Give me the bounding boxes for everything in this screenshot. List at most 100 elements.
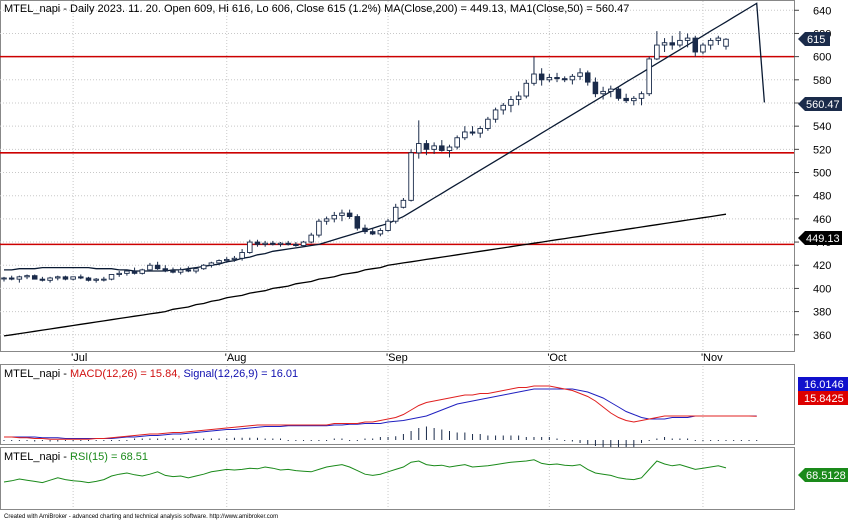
candle-body — [377, 230, 384, 235]
candle-body — [331, 214, 338, 220]
date-x-axis: 'Jul 'Aug 'Sep 'Oct 'Nov — [71, 352, 723, 364]
horizontal-levels — [0, 55, 794, 246]
candle-body — [247, 241, 253, 253]
candle-body — [385, 220, 391, 231]
candle-body — [93, 278, 99, 281]
value-badges: 615 560.47 449.13 16.0146 15.8425 68.512… — [798, 32, 848, 482]
candle-body — [354, 216, 361, 229]
rsi-grid — [72, 449, 704, 509]
candle-body — [170, 270, 176, 273]
price-tick-label: 540 — [813, 121, 831, 133]
ma50-badge-text: 560.47 — [806, 99, 840, 111]
candle-body — [62, 276, 69, 280]
price-tick-label: 380 — [813, 307, 831, 319]
rsi-header: MTEL_napi - RSI(15) = 68.51 — [4, 451, 148, 463]
candle-body — [631, 97, 637, 102]
candle-body — [177, 269, 184, 273]
candle-body — [615, 88, 622, 99]
candle-body — [1, 277, 7, 280]
candle-body — [707, 39, 714, 46]
candle-body — [554, 77, 560, 80]
macd-badge: 15.8425 — [798, 391, 848, 405]
macd-panel: MTEL_napi - MACD(12,26) = 15.84, Signal(… — [0, 364, 795, 451]
candle-body — [78, 276, 84, 279]
date-tick-label: 'Oct — [547, 352, 566, 364]
rsi-header-name: MTEL_napi - — [4, 451, 70, 463]
ma200-badge: 449.13 — [798, 231, 842, 245]
candle-body — [200, 264, 207, 270]
candle-body — [262, 242, 268, 245]
price-panel: 3603804004204404604805005205405605806006… — [0, 0, 831, 364]
candle-body — [47, 277, 53, 281]
price-tick-label: 460 — [813, 214, 831, 226]
candle-body — [508, 99, 514, 106]
candle-body — [346, 212, 353, 218]
candle-body — [139, 269, 146, 274]
candle-body — [55, 276, 61, 279]
candle-body — [239, 252, 245, 259]
candle-body — [70, 276, 76, 280]
rsi-header-rsi: RSI(15) = 68.51 — [70, 451, 148, 463]
price-panel-frame — [0, 0, 795, 352]
date-tick-label: 'Jul — [71, 352, 87, 364]
signal-line — [4, 388, 757, 439]
macd-grid — [72, 366, 704, 444]
macd-header: MTEL_napi - MACD(12,26) = 15.84, Signal(… — [4, 368, 298, 380]
price-tick-label: 400 — [813, 283, 831, 295]
candle-body — [416, 143, 422, 154]
rsi-badge-text: 68.5128 — [806, 470, 846, 482]
ma200-line — [3, 213, 727, 337]
macd-plot — [3, 385, 758, 451]
ma50-line — [4, 2, 766, 272]
macd-panel-frame — [0, 364, 795, 445]
candle-body — [531, 73, 537, 84]
candle-body — [569, 75, 576, 81]
candle-body — [39, 278, 46, 281]
candle-body — [8, 277, 15, 280]
candle-body — [108, 274, 115, 280]
candle-body — [254, 241, 261, 245]
candle-body — [208, 262, 215, 266]
candle-body — [700, 44, 706, 53]
ma50-badge: 560.47 — [798, 97, 842, 111]
candle-body — [477, 128, 483, 134]
price-tick-label: 500 — [813, 168, 831, 180]
candle-body — [600, 90, 606, 95]
candle-body — [492, 109, 499, 120]
candle-body — [16, 276, 23, 280]
candle-body — [469, 131, 476, 134]
candle-body — [446, 146, 453, 151]
candle-body — [131, 270, 138, 274]
moving-averages — [3, 2, 766, 337]
candle-body — [223, 258, 230, 262]
signal-badge: 16.0146 — [798, 377, 848, 391]
price-tick-label: 360 — [813, 330, 831, 342]
price-tick-label: 480 — [813, 191, 831, 203]
ma200-badge-text: 449.13 — [806, 233, 840, 245]
candle-body — [485, 118, 491, 129]
candle-body — [692, 37, 699, 53]
candle-body — [654, 44, 660, 60]
candle-body — [500, 104, 507, 111]
candle-body — [362, 227, 368, 233]
price-header-ma50: MA1(Close,50) = 560.47 — [510, 3, 630, 15]
candle-body — [661, 42, 668, 46]
candle-body — [162, 268, 169, 272]
candle-body — [270, 242, 276, 245]
candle-body — [369, 231, 376, 235]
candle-body — [646, 58, 652, 95]
candle-body — [684, 37, 691, 41]
candle-body — [592, 81, 599, 95]
candle-body — [85, 277, 92, 281]
candles — [1, 31, 729, 283]
candle-body — [31, 275, 38, 280]
rsi-badge: 68.5128 — [798, 468, 848, 482]
macd-header-signal: Signal(12,26,9) = 16.01 — [183, 368, 298, 380]
candle-body — [339, 212, 345, 216]
candle-body — [231, 257, 238, 260]
macd-header-macd: MACD(12,26) = 15.84, — [70, 368, 180, 380]
candle-body — [546, 77, 553, 81]
macd-line — [4, 385, 757, 440]
close-price-badge: 615 — [798, 32, 830, 46]
candle-body — [515, 95, 522, 100]
